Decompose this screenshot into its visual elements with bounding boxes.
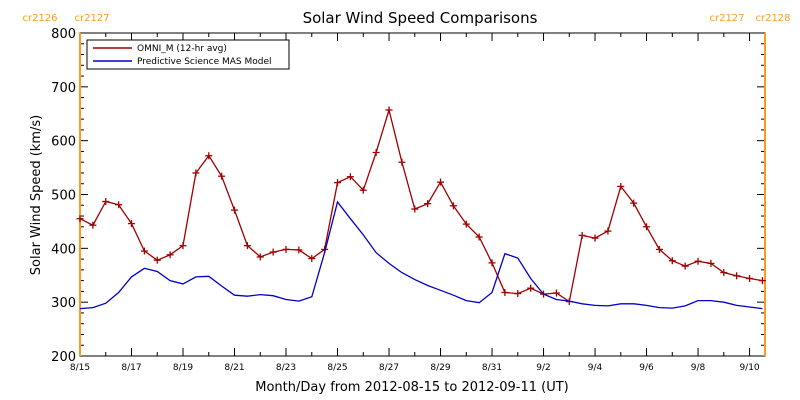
- series-line-1: [79, 200, 763, 310]
- cr-label-right-1: cr2127: [709, 13, 744, 24]
- data-point: [655, 245, 663, 253]
- y-tick-label: 500: [51, 189, 76, 204]
- series-layer: [76, 106, 766, 310]
- x-tick-label: 8/25: [327, 363, 347, 373]
- data-point: [179, 242, 187, 250]
- cr-label-right-2: cr2128: [755, 13, 790, 24]
- data-point: [282, 245, 290, 253]
- chart-title: Solar Wind Speed Comparisons: [303, 9, 538, 27]
- cr-label-left-1: cr2126: [22, 13, 57, 24]
- data-point: [205, 152, 213, 160]
- data-point: [552, 289, 560, 297]
- data-point: [591, 234, 599, 242]
- y-axis-ticks: 200 300 400 500 600 700 800: [51, 27, 765, 365]
- legend-label-omni: OMNI_M (12-hr avg): [137, 44, 227, 54]
- x-tick-label: 9/4: [588, 363, 603, 373]
- y-tick-label: 800: [51, 27, 76, 42]
- data-point: [398, 158, 406, 166]
- x-tick-label: 8/19: [173, 363, 193, 373]
- data-point: [668, 257, 676, 265]
- data-point: [437, 178, 445, 186]
- data-point: [630, 199, 638, 207]
- y-tick-label: 300: [51, 296, 76, 311]
- data-point: [604, 227, 612, 235]
- x-tick-label: 9/8: [691, 363, 706, 373]
- x-axis-ticks: 8/15 8/17 8/19 8/21 8/23 8/25 8/27 8/29 8/31 9/2 9…: [70, 33, 760, 373]
- data-point: [746, 274, 754, 282]
- y-tick-label: 700: [51, 81, 76, 96]
- data-point: [243, 242, 251, 250]
- data-point: [475, 233, 483, 241]
- data-point: [449, 202, 457, 210]
- data-point: [256, 253, 264, 261]
- data-point: [231, 206, 239, 214]
- data-point: [681, 262, 689, 270]
- data-point: [372, 149, 380, 157]
- data-point: [758, 277, 766, 285]
- data-point: [643, 223, 651, 231]
- data-point: [707, 259, 715, 267]
- data-point: [359, 186, 367, 194]
- data-point: [527, 284, 535, 292]
- data-point: [411, 205, 419, 213]
- data-point: [166, 251, 174, 259]
- x-tick-label: 8/27: [379, 363, 399, 373]
- data-point: [501, 288, 509, 296]
- x-tick-label: 8/29: [430, 363, 450, 373]
- data-point: [720, 269, 728, 277]
- legend-box: [86, 39, 290, 70]
- data-point: [385, 106, 393, 114]
- data-point: [488, 259, 496, 267]
- x-tick-label: 8/21: [224, 363, 244, 373]
- data-point: [694, 257, 702, 265]
- x-tick-label: 8/17: [121, 363, 141, 373]
- legend: OMNI_M (12-hr avg) Predictive Science MA…: [86, 39, 290, 70]
- data-point: [115, 201, 123, 209]
- data-point: [308, 255, 316, 263]
- data-point: [295, 246, 303, 254]
- data-point: [578, 231, 586, 239]
- data-point: [128, 220, 136, 228]
- data-point: [346, 173, 354, 181]
- data-point: [462, 220, 470, 228]
- cr-label-left-2: cr2127: [74, 13, 109, 24]
- y-tick-label: 200: [51, 350, 76, 365]
- data-point: [218, 172, 226, 180]
- x-tick-label: 9/10: [739, 363, 759, 373]
- y-tick-label: 400: [51, 242, 76, 257]
- data-point: [89, 221, 97, 229]
- x-tick-label: 9/2: [536, 363, 550, 373]
- carrington-lines: [79, 33, 766, 356]
- x-tick-label: 8/15: [70, 363, 90, 373]
- data-point: [424, 200, 432, 208]
- x-tick-label: 8/23: [276, 363, 296, 373]
- data-point: [153, 256, 161, 264]
- x-tick-label: 8/31: [482, 363, 502, 373]
- series-line-0: [79, 107, 763, 303]
- data-point: [76, 215, 84, 223]
- data-point: [514, 290, 522, 298]
- legend-label-mas: Predictive Science MAS Model: [137, 57, 272, 67]
- data-point: [617, 182, 625, 190]
- x-tick-label: 9/6: [639, 363, 654, 373]
- x-axis-title: Month/Day from 2012-08-15 to 2012-09-11 …: [255, 380, 568, 395]
- y-axis-title: Solar Wind Speed (km/s): [29, 115, 44, 275]
- data-point: [192, 169, 200, 177]
- data-point: [269, 248, 277, 256]
- y-tick-label: 600: [51, 135, 76, 150]
- data-point: [102, 197, 110, 205]
- data-point: [334, 179, 342, 187]
- data-point: [733, 272, 741, 280]
- data-point: [140, 247, 148, 255]
